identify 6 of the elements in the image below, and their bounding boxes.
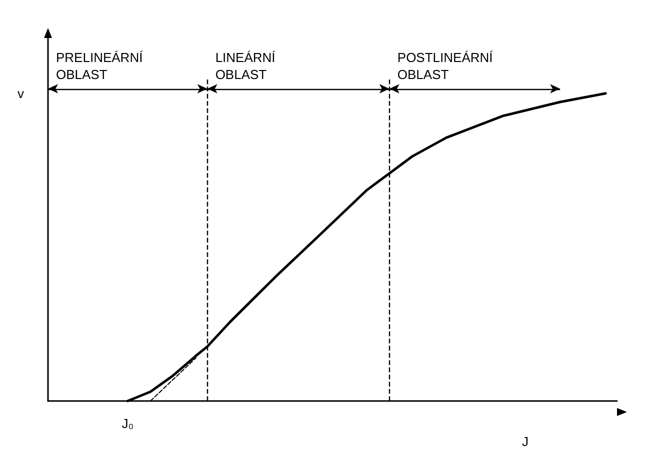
y-axis-title: v xyxy=(18,86,24,101)
text: PRELINEÁRNÍ OBLAST xyxy=(56,50,146,82)
text: LINEÁRNÍ OBLAST xyxy=(215,50,279,82)
x-axis-title: J xyxy=(522,434,528,449)
text: J₀ xyxy=(122,416,134,431)
text: POSTLINEÁRNÍ OBLAST xyxy=(397,50,496,82)
